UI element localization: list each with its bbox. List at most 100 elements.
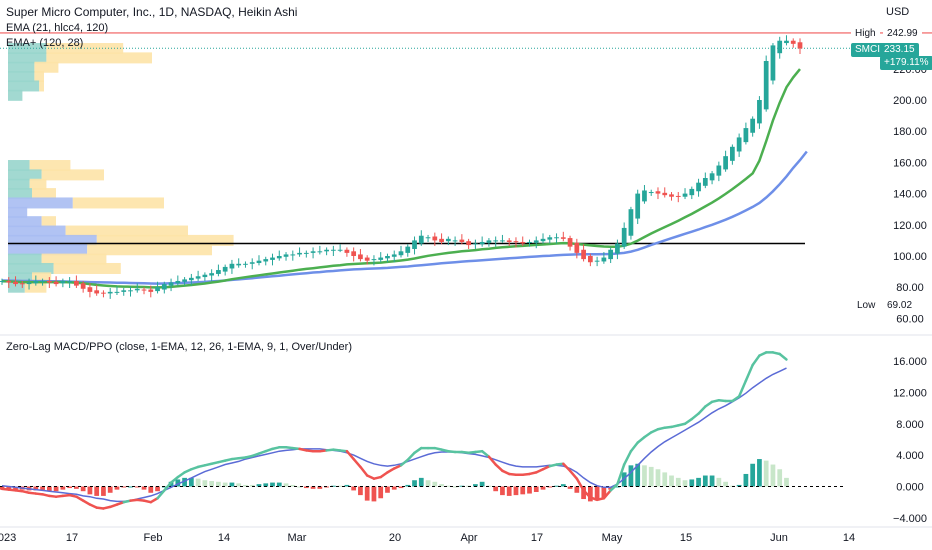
candle-body: [466, 241, 471, 246]
macd-hist-bar: [317, 486, 323, 489]
macd-hist-bar: [784, 477, 789, 487]
macd-hist-bar: [290, 484, 296, 487]
volume-profile-bar: [8, 244, 88, 256]
high-tag: High: [851, 27, 880, 41]
low-value-label: 69.02: [883, 299, 917, 313]
candle-body: [763, 61, 769, 110]
macd-hist-bar: [351, 486, 357, 491]
macd-line-segment: [575, 477, 585, 492]
volume-profile-bar: [8, 262, 54, 274]
candle-body: [351, 251, 357, 256]
macd-hist-bar: [716, 477, 722, 487]
currency-label: USD: [886, 6, 910, 18]
macd-hist-bar: [648, 466, 654, 487]
time-tick-label: 20: [389, 532, 401, 544]
candle-body: [114, 291, 120, 293]
macd-hist-bar: [256, 484, 262, 487]
macd-line-segment: [386, 467, 396, 474]
time-tick-label: 17: [531, 532, 543, 544]
candle-body: [412, 240, 417, 249]
ema120-legend[interactable]: EMA+ (120, 28): [6, 37, 84, 49]
macd-hist-bar: [398, 486, 404, 489]
macd-panel-title[interactable]: Zero-Lag MACD/PPO (close, 1-EMA, 12, 26,…: [6, 341, 353, 353]
candle-body: [195, 276, 201, 279]
candle-body: [67, 280, 72, 283]
candle-body: [479, 241, 485, 245]
macd-hist-bar: [405, 484, 411, 487]
macd-hist-bar: [635, 463, 641, 487]
candle-body: [594, 260, 600, 262]
candle-body: [209, 273, 215, 276]
axes: 60.00 80.00 100.00 120.00 140.00 160.00 180.00…: [0, 64, 932, 544]
candle-body: [527, 241, 532, 243]
candle-body: [53, 281, 59, 285]
candle-body: [500, 240, 505, 242]
macd-hist-bar: [574, 486, 580, 493]
macd-line-segment: [413, 446, 423, 455]
macd-hist-bar: [53, 486, 59, 492]
macd-hist-bar: [202, 480, 208, 487]
high-value-label: 242.99: [883, 27, 922, 41]
volume-profile-bar: [8, 89, 23, 101]
candle-body: [486, 240, 492, 243]
candle-body: [243, 263, 248, 265]
macd-hist-bar: [500, 486, 505, 496]
macd-line-segment: [731, 395, 741, 403]
price-tick-label: 140.00: [893, 189, 927, 201]
macd-hist-bar: [560, 484, 566, 487]
volume-profile-bar: [29, 178, 47, 190]
candle-body: [87, 287, 93, 292]
macd-hist-bar: [696, 477, 701, 487]
candle-body: [344, 249, 350, 253]
volume-profile-bar: [29, 160, 71, 172]
price-tick-label: 60.00: [896, 313, 924, 325]
macd-line-segment: [494, 463, 504, 473]
candle-body: [19, 283, 25, 285]
price-tick-label: 180.00: [893, 126, 927, 138]
heikin-ashi-candles: [0, 35, 803, 299]
macd-hist-bar: [540, 486, 546, 490]
volume-profile-bar: [8, 61, 35, 73]
candle-body: [750, 118, 756, 133]
macd-hist-bar: [364, 486, 370, 501]
macd-signal-line: [1, 367, 787, 503]
time-tick-label: 14: [843, 532, 855, 544]
candle-body: [473, 243, 478, 245]
candle-body: [229, 263, 235, 269]
macd-hist-bar: [452, 486, 458, 488]
time-tick-label: 15: [680, 532, 692, 544]
candle-body: [635, 193, 641, 219]
macd-hist-bar: [6, 486, 12, 490]
volume-profile-bar: [96, 234, 234, 246]
macd-hist-bar: [750, 463, 756, 487]
candle-body: [263, 259, 269, 262]
macd-line-segment: [399, 458, 410, 467]
volume-profile-bar: [46, 52, 152, 64]
macd-hist-bar: [358, 486, 363, 496]
macd-hist-bar: [74, 486, 79, 489]
change-percent-label: +179.11%: [880, 56, 932, 70]
macd-hist-bar: [344, 484, 350, 487]
volume-profile-bar: [41, 169, 104, 181]
macd-hist-bar: [642, 465, 647, 487]
macd-hist-bar: [594, 486, 600, 501]
candle-body: [270, 257, 275, 260]
candle-body: [696, 182, 701, 192]
macd-hist-bar: [675, 477, 681, 487]
candle-body: [303, 252, 309, 254]
macd-hist-bar: [33, 486, 39, 491]
macd-line-segment: [359, 465, 369, 477]
candle-body: [297, 252, 302, 255]
candle-body: [6, 280, 12, 283]
macd-hist-bar: [134, 486, 140, 488]
macd-hist-bar: [148, 486, 154, 493]
macd-hist-bar: [13, 486, 18, 490]
time-tick-label: Feb: [144, 532, 163, 544]
candle-body: [168, 282, 174, 286]
macd-line-segment: [602, 489, 612, 500]
ema21-legend[interactable]: EMA (21, hlcc4, 120): [6, 22, 109, 34]
macd-hist-bar: [141, 486, 147, 490]
volume-profile-bar: [65, 225, 188, 237]
candle-body: [743, 128, 749, 143]
